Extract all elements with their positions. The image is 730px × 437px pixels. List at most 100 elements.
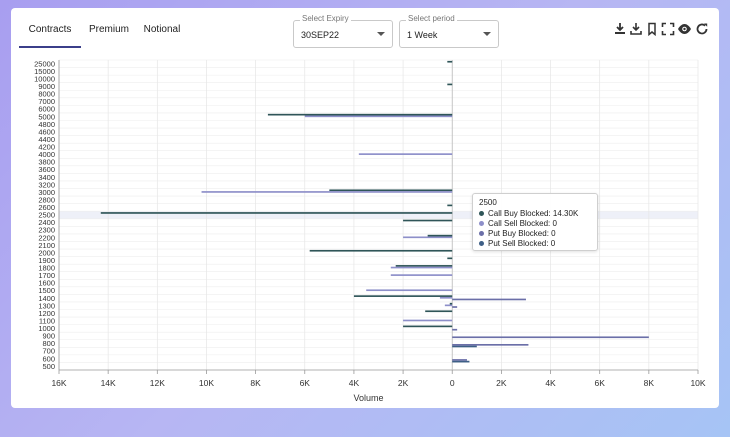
fullscreen-icon[interactable] xyxy=(661,22,675,36)
period-select-value: 1 Week xyxy=(407,30,438,40)
x-tick-label: 4K xyxy=(545,378,556,388)
download-icon[interactable] xyxy=(613,22,627,36)
y-tick-label: 600 xyxy=(42,354,55,363)
legend-dot xyxy=(479,221,484,227)
bar xyxy=(395,265,453,267)
x-tick-label: 12K xyxy=(150,378,165,388)
bar xyxy=(403,219,453,222)
bar xyxy=(452,298,526,301)
download-alt-icon[interactable] xyxy=(629,22,643,36)
bar xyxy=(403,319,453,322)
bar xyxy=(425,310,453,313)
y-tick-label: 3000 xyxy=(38,188,55,197)
y-tick-label: 5000 xyxy=(38,112,55,121)
bar xyxy=(403,325,453,328)
y-tick-label: 6000 xyxy=(38,105,55,114)
y-tick-label: 2000 xyxy=(38,248,55,257)
bar xyxy=(447,257,453,260)
bar xyxy=(366,289,453,292)
y-tick-label: 7000 xyxy=(38,97,55,106)
period-select[interactable]: Select period 1 Week xyxy=(399,14,499,48)
y-tick-label: 4800 xyxy=(38,120,55,129)
bar xyxy=(439,296,453,299)
y-tick-label: 1500 xyxy=(38,286,55,295)
tooltip-row-label: Put Buy Blocked: 0 xyxy=(488,229,556,238)
bar xyxy=(304,115,453,118)
refresh-icon[interactable] xyxy=(695,22,709,36)
y-tick-label: 9000 xyxy=(38,82,55,91)
bar xyxy=(267,113,453,116)
tab-premium[interactable]: Premium xyxy=(88,24,129,35)
y-tick-label: 3400 xyxy=(38,173,55,182)
x-axis-label: Volume xyxy=(353,393,383,403)
bar xyxy=(390,274,453,276)
y-tick-label: 4200 xyxy=(38,143,55,152)
bar xyxy=(452,336,649,339)
chevron-down-icon xyxy=(483,32,491,36)
y-tick-label: 1000 xyxy=(38,324,55,333)
y-tick-label: 2500 xyxy=(38,211,55,220)
y-tick-label: 500 xyxy=(42,362,55,371)
bar xyxy=(447,204,453,207)
bar xyxy=(358,153,453,155)
tooltip-row-call-buy: Call Buy Blocked: 14.30K xyxy=(479,209,578,219)
bar xyxy=(452,345,477,348)
legend-dot xyxy=(479,241,484,247)
legend-dot xyxy=(479,231,484,237)
bar xyxy=(447,83,453,86)
bookmark-icon[interactable] xyxy=(645,22,659,36)
x-tick-label: 8K xyxy=(250,378,261,388)
y-tick-label: 3600 xyxy=(38,165,55,174)
bar xyxy=(309,249,453,252)
y-tick-label: 2200 xyxy=(38,233,55,242)
legend-dot xyxy=(479,211,484,217)
bar xyxy=(452,343,529,346)
y-tick-label: 4600 xyxy=(38,127,55,136)
y-tick-label: 2400 xyxy=(38,218,55,227)
tooltip-row-put-sell: Put Sell Blocked: 0 xyxy=(479,239,555,249)
tooltip-row-call-sell: Call Sell Blocked: 0 xyxy=(479,219,557,229)
x-tick-label: 8K xyxy=(644,378,655,388)
chart-card: Contracts Premium Notional Select Expiry… xyxy=(11,8,719,408)
y-tick-label: 4400 xyxy=(38,135,55,144)
bar xyxy=(452,306,458,308)
x-tick-label: 2K xyxy=(398,378,409,388)
y-tick-label: 1100 xyxy=(39,316,55,325)
x-tick-label: 4K xyxy=(349,378,360,388)
tooltip-row-put-buy: Put Buy Blocked: 0 xyxy=(479,229,556,239)
expiry-select[interactable]: Select Expiry 30SEP22 xyxy=(293,14,393,48)
x-tick-label: 6K xyxy=(594,378,605,388)
y-tick-label: 2800 xyxy=(38,195,55,204)
hover-band xyxy=(59,211,698,219)
tab-contracts[interactable]: Contracts xyxy=(19,16,81,48)
bar xyxy=(452,328,458,331)
y-tick-label: 4000 xyxy=(38,150,55,159)
bar xyxy=(452,359,467,361)
y-tick-label: 800 xyxy=(42,339,55,348)
bar xyxy=(329,189,453,192)
period-select-label: Select period xyxy=(406,14,457,23)
y-tick-label: 1900 xyxy=(38,256,55,265)
x-tick-label: 10K xyxy=(690,378,705,388)
tab-notional[interactable]: Notional xyxy=(143,24,181,35)
y-tick-label: 1200 xyxy=(38,309,55,318)
eye-icon[interactable] xyxy=(677,22,692,36)
x-tick-label: 10K xyxy=(199,378,214,388)
y-tick-label: 3200 xyxy=(38,180,55,189)
bar xyxy=(447,60,453,63)
tooltip-row-label: Put Sell Blocked: 0 xyxy=(488,239,556,248)
y-tick-label: 2300 xyxy=(38,226,55,235)
bar xyxy=(444,304,453,307)
tooltip-title: 2500 xyxy=(479,198,497,207)
y-tick-label: 25000 xyxy=(34,59,55,68)
expiry-select-value: 30SEP22 xyxy=(301,30,340,40)
bar xyxy=(353,295,453,297)
chart-toolbar xyxy=(613,22,709,38)
expiry-select-label: Select Expiry xyxy=(300,14,351,23)
x-tick-label: 2K xyxy=(496,378,507,388)
bar xyxy=(201,191,453,193)
y-tick-label: 2600 xyxy=(38,203,55,212)
x-tick-label: 16K xyxy=(51,378,66,388)
y-tick-label: 900 xyxy=(42,332,55,341)
y-tick-label: 700 xyxy=(42,347,55,356)
